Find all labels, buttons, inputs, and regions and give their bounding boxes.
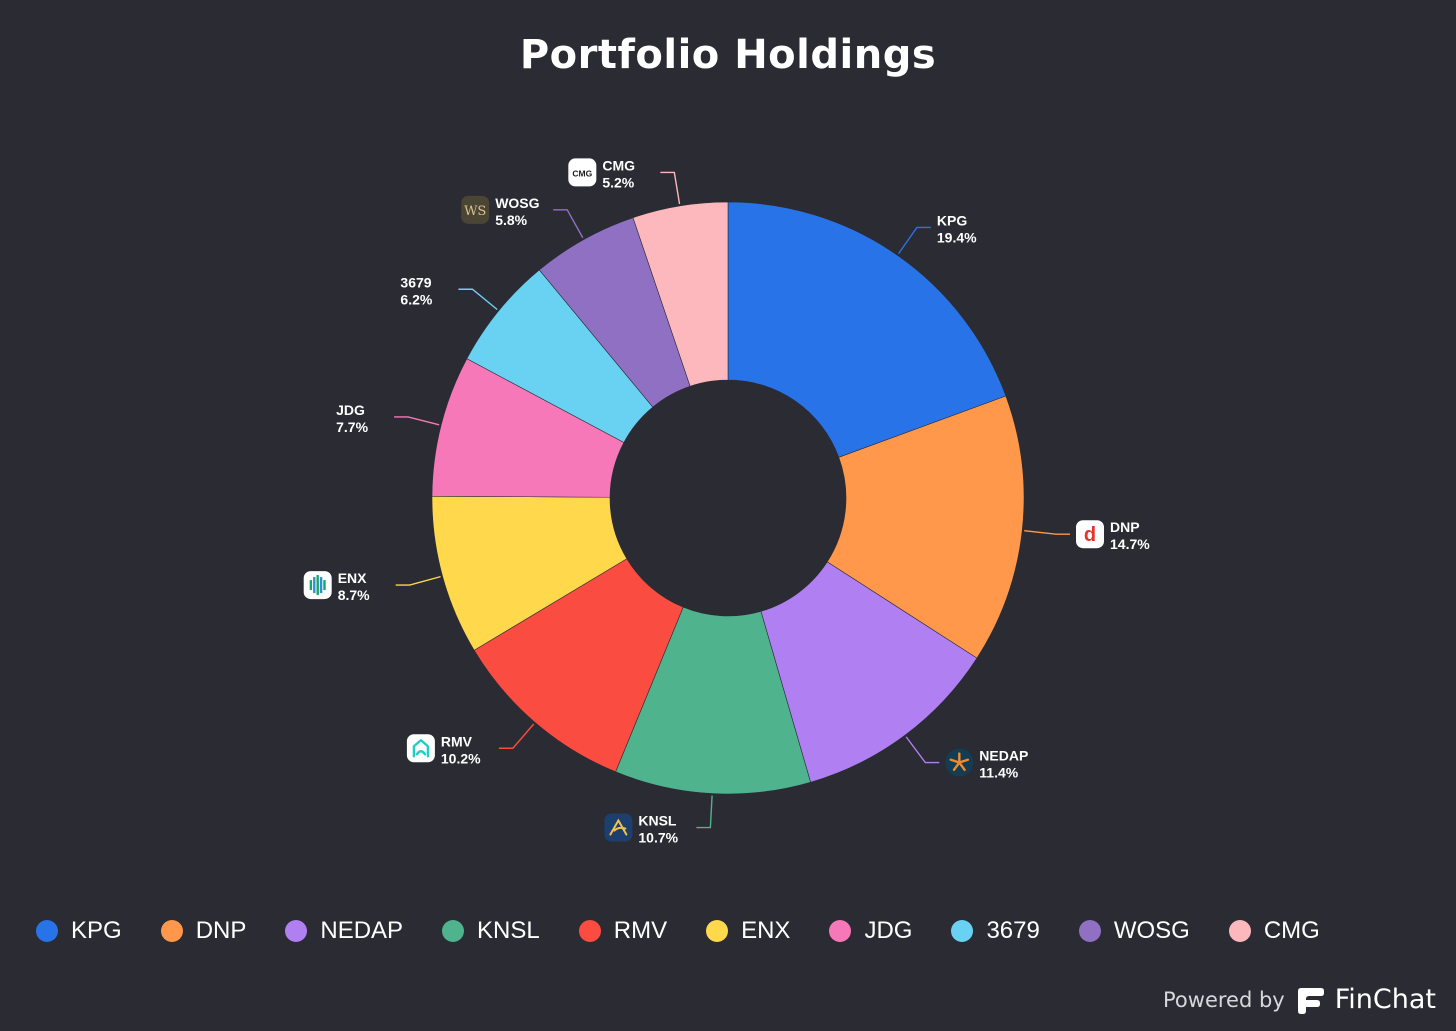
label-name-3679: 3679 <box>400 274 431 290</box>
legend-item-dnp[interactable]: DNP <box>160 917 247 945</box>
legend-label: CMG <box>1263 917 1320 944</box>
label-pct-cmg: 5.2% <box>602 174 634 190</box>
rmv-logo-icon <box>406 734 435 763</box>
finchat-logo-icon <box>1297 987 1324 1014</box>
label-pct-dnp: 14.7% <box>1110 536 1150 552</box>
leader-enx <box>395 575 441 586</box>
legend-dot-icon <box>951 920 974 942</box>
legend-item-3679[interactable]: 3679 <box>951 917 1040 945</box>
legend-label: WOSG <box>1113 917 1190 944</box>
label-pct-3679: 6.2% <box>400 291 432 307</box>
label-name-cmg: CMG <box>602 157 635 173</box>
legend-dot-icon <box>160 920 183 942</box>
legend-item-knsl[interactable]: KNSL <box>442 917 540 945</box>
legend-label: KPG <box>71 917 122 944</box>
label-pct-knsl: 10.7% <box>638 830 678 846</box>
label-pct-rmv: 10.2% <box>441 750 481 766</box>
legend-label: JDG <box>864 917 913 944</box>
legend-item-rmv[interactable]: RMV <box>578 917 668 945</box>
leader-nedap <box>905 736 940 764</box>
slice-cmg[interactable] <box>632 201 729 387</box>
legend-dot-icon <box>36 920 58 942</box>
finchat-brand: FinChat <box>1334 984 1436 1015</box>
legend: KPG DNP NEDAP KNSL RMV ENX JDG 3679 WOSG CMG <box>36 913 1359 949</box>
legend-dot-icon <box>578 920 601 942</box>
legend-item-jdg[interactable]: JDG <box>829 917 912 945</box>
label-name-enx: ENX <box>338 570 367 586</box>
label-pct-enx: 8.7% <box>338 587 370 603</box>
enx-logo-icon <box>303 571 332 600</box>
slice-kpg[interactable] <box>727 201 1007 458</box>
label-name-wosg: WOSG <box>495 195 539 211</box>
leader-kpg <box>898 226 931 255</box>
nedap-logo-icon <box>945 748 974 777</box>
legend-label: NEDAP <box>320 917 404 944</box>
label-pct-kpg: 19.4% <box>937 229 977 245</box>
legend-dot-icon <box>706 920 729 942</box>
powered-by-text: Powered by <box>1163 987 1285 1012</box>
legend-dot-icon <box>829 920 852 942</box>
slice-dnp[interactable] <box>826 395 1025 659</box>
leader-rmv <box>498 723 535 749</box>
label-name-rmv: RMV <box>441 733 473 749</box>
svg-text:WS: WS <box>464 204 486 219</box>
chart-title: Portfolio Holdings <box>519 32 937 78</box>
svg-text:d: d <box>1084 524 1096 546</box>
label-name-knsl: KNSL <box>638 813 677 829</box>
knsl-logo-icon <box>604 813 633 842</box>
label-name-jdg: JDG <box>336 402 365 418</box>
leader-knsl <box>696 795 713 829</box>
cmg-logo-icon: CMG <box>568 158 597 187</box>
slices <box>431 201 1025 795</box>
label-name-dnp: DNP <box>1110 519 1140 535</box>
leader-jdg <box>394 416 440 426</box>
legend-item-kpg[interactable]: KPG <box>36 917 122 945</box>
legend-dot-icon <box>1078 920 1101 942</box>
legend-label: KNSL <box>477 917 540 944</box>
label-pct-wosg: 5.8% <box>495 212 527 228</box>
label-name-nedap: NEDAP <box>979 748 1028 764</box>
leader-3679 <box>458 288 498 311</box>
legend-label: RMV <box>613 917 668 944</box>
leader-cmg <box>660 171 681 205</box>
legend-label: DNP <box>195 917 247 944</box>
dnp-logo-icon: d <box>1076 520 1105 549</box>
svg-text:CMG: CMG <box>572 168 592 178</box>
legend-label: ENX <box>741 917 791 944</box>
legend-label: 3679 <box>986 917 1040 944</box>
legend-dot-icon <box>442 920 465 942</box>
leader-dnp <box>1024 530 1071 535</box>
label-name-kpg: KPG <box>937 212 967 228</box>
slice-rmv[interactable] <box>473 558 684 773</box>
legend-item-nedap[interactable]: NEDAP <box>285 917 403 945</box>
label-pct-jdg: 7.7% <box>336 419 368 435</box>
legend-item-cmg[interactable]: CMG <box>1228 917 1320 945</box>
footer: Powered by FinChat <box>1163 984 1436 1015</box>
legend-dot-icon <box>1228 920 1251 942</box>
wosg-logo-icon: WS <box>461 195 490 224</box>
slice-nedap[interactable] <box>760 561 978 783</box>
legend-item-enx[interactable]: ENX <box>706 917 790 945</box>
leader-lines <box>394 171 1071 829</box>
legend-item-wosg[interactable]: WOSG <box>1078 917 1190 945</box>
label-pct-nedap: 11.4% <box>979 765 1018 781</box>
legend-dot-icon <box>285 920 308 942</box>
leader-wosg <box>553 209 584 239</box>
